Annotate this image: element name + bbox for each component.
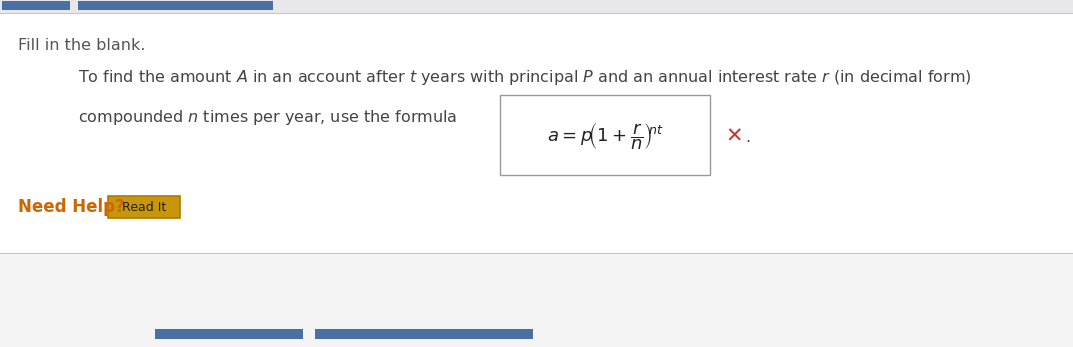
Text: $a = p\!\left(1 + \dfrac{r}{n}\right)^{\!\!nt}$: $a = p\!\left(1 + \dfrac{r}{n}\right)^{\… (546, 122, 663, 152)
Text: Read It: Read It (122, 201, 166, 213)
Bar (0, 13, 1073, 253)
Bar (108, 196, 180, 218)
Text: To find the amount $\mathit{A}$ in an account after $\mathit{t}$ years with prin: To find the amount $\mathit{A}$ in an ac… (78, 68, 972, 87)
Text: compounded $\mathit{n}$ times per year, use the formula: compounded $\mathit{n}$ times per year, … (78, 108, 457, 127)
Bar (315, 329, 533, 339)
Text: ✕: ✕ (725, 127, 743, 147)
Bar (78, 1, 273, 10)
Text: Need Help?: Need Help? (18, 198, 124, 216)
Text: Fill in the blank.: Fill in the blank. (18, 38, 146, 53)
Bar (500, 95, 710, 175)
Bar (0, 253, 1073, 347)
Bar (155, 329, 303, 339)
Text: .: . (745, 129, 750, 144)
Bar (2, 1, 70, 10)
Bar (0, 0, 1073, 13)
